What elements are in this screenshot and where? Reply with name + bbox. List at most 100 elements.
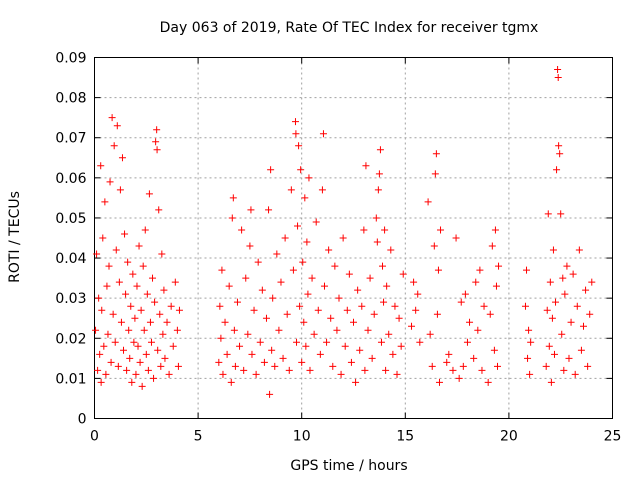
data-point xyxy=(521,302,529,310)
chart-title: Day 063 of 2019, Rate Of TEC Index for r… xyxy=(160,20,539,36)
data-point xyxy=(236,342,244,350)
data-point xyxy=(218,266,226,274)
data-point xyxy=(111,338,119,346)
data-point xyxy=(118,154,126,162)
data-point xyxy=(457,298,465,306)
data-point xyxy=(92,326,100,334)
data-point xyxy=(141,226,149,234)
data-point xyxy=(150,374,158,382)
data-point xyxy=(269,294,277,302)
data-point xyxy=(103,282,111,290)
data-point xyxy=(136,358,144,366)
data-point xyxy=(143,290,151,298)
data-point xyxy=(93,250,101,258)
data-point xyxy=(127,302,135,310)
data-point xyxy=(268,346,276,354)
data-point xyxy=(227,378,235,386)
data-point xyxy=(410,278,418,286)
data-point xyxy=(294,222,302,230)
x-axis-label: GPS time / hours xyxy=(290,458,407,474)
x-tick-label: 15 xyxy=(396,429,414,445)
data-point xyxy=(544,210,552,218)
data-point xyxy=(466,318,474,326)
data-point xyxy=(553,166,561,174)
data-point xyxy=(273,250,281,258)
y-tick-label: 0.09 xyxy=(55,51,86,67)
data-point xyxy=(476,266,484,274)
data-point xyxy=(490,346,498,354)
data-point xyxy=(117,318,125,326)
data-point xyxy=(545,342,553,350)
y-tick-label: 0.08 xyxy=(55,91,86,107)
data-point xyxy=(341,342,349,350)
data-point xyxy=(428,362,436,370)
data-point xyxy=(101,198,109,206)
data-point xyxy=(121,230,129,238)
data-point xyxy=(579,322,587,330)
data-point xyxy=(360,226,368,234)
data-point xyxy=(364,326,372,334)
data-point xyxy=(155,206,163,214)
data-point xyxy=(366,274,374,282)
data-point xyxy=(258,286,266,294)
data-point xyxy=(310,330,318,338)
data-point xyxy=(300,318,308,326)
data-point xyxy=(494,362,502,370)
data-point xyxy=(108,114,116,122)
data-point xyxy=(174,362,182,370)
data-point xyxy=(244,330,252,338)
data-point xyxy=(140,326,148,334)
data-point xyxy=(126,354,134,362)
data-point xyxy=(171,278,179,286)
data-point xyxy=(571,370,579,378)
data-point xyxy=(297,166,305,174)
data-point xyxy=(582,286,590,294)
data-point xyxy=(159,330,167,338)
data-point xyxy=(372,214,380,222)
data-point xyxy=(161,354,169,362)
data-point xyxy=(548,314,556,322)
data-point xyxy=(354,286,362,294)
data-point xyxy=(387,246,395,254)
data-point xyxy=(167,302,175,310)
data-point xyxy=(158,250,166,258)
data-point xyxy=(495,262,503,270)
data-point xyxy=(250,306,258,314)
data-point xyxy=(543,306,551,314)
x-tick-label: 0 xyxy=(90,429,99,445)
data-point xyxy=(301,194,309,202)
data-point xyxy=(416,338,424,346)
data-point xyxy=(314,306,322,314)
data-point xyxy=(343,306,351,314)
data-point xyxy=(488,242,496,250)
data-point xyxy=(123,366,131,374)
data-point xyxy=(323,338,331,346)
data-point xyxy=(331,262,339,270)
data-point xyxy=(137,306,145,314)
data-point xyxy=(445,350,453,358)
y-tick-label: 0.02 xyxy=(55,331,86,347)
data-point xyxy=(163,318,171,326)
x-tick-label: 20 xyxy=(500,429,518,445)
data-point xyxy=(375,170,383,178)
data-point xyxy=(414,290,422,298)
data-point xyxy=(412,306,420,314)
data-point xyxy=(567,318,575,326)
data-point xyxy=(437,226,445,234)
data-point xyxy=(337,370,345,378)
data-point xyxy=(296,302,304,310)
data-point xyxy=(152,138,160,146)
data-point xyxy=(265,206,273,214)
data-point xyxy=(379,262,387,270)
data-point xyxy=(560,366,568,374)
data-point xyxy=(233,298,241,306)
data-point xyxy=(97,378,105,386)
data-point xyxy=(153,146,161,154)
data-point xyxy=(221,318,229,326)
data-point xyxy=(97,162,105,170)
data-point xyxy=(492,282,500,290)
data-point xyxy=(303,238,311,246)
data-point xyxy=(459,362,467,370)
data-point xyxy=(524,354,532,362)
data-point xyxy=(146,318,154,326)
